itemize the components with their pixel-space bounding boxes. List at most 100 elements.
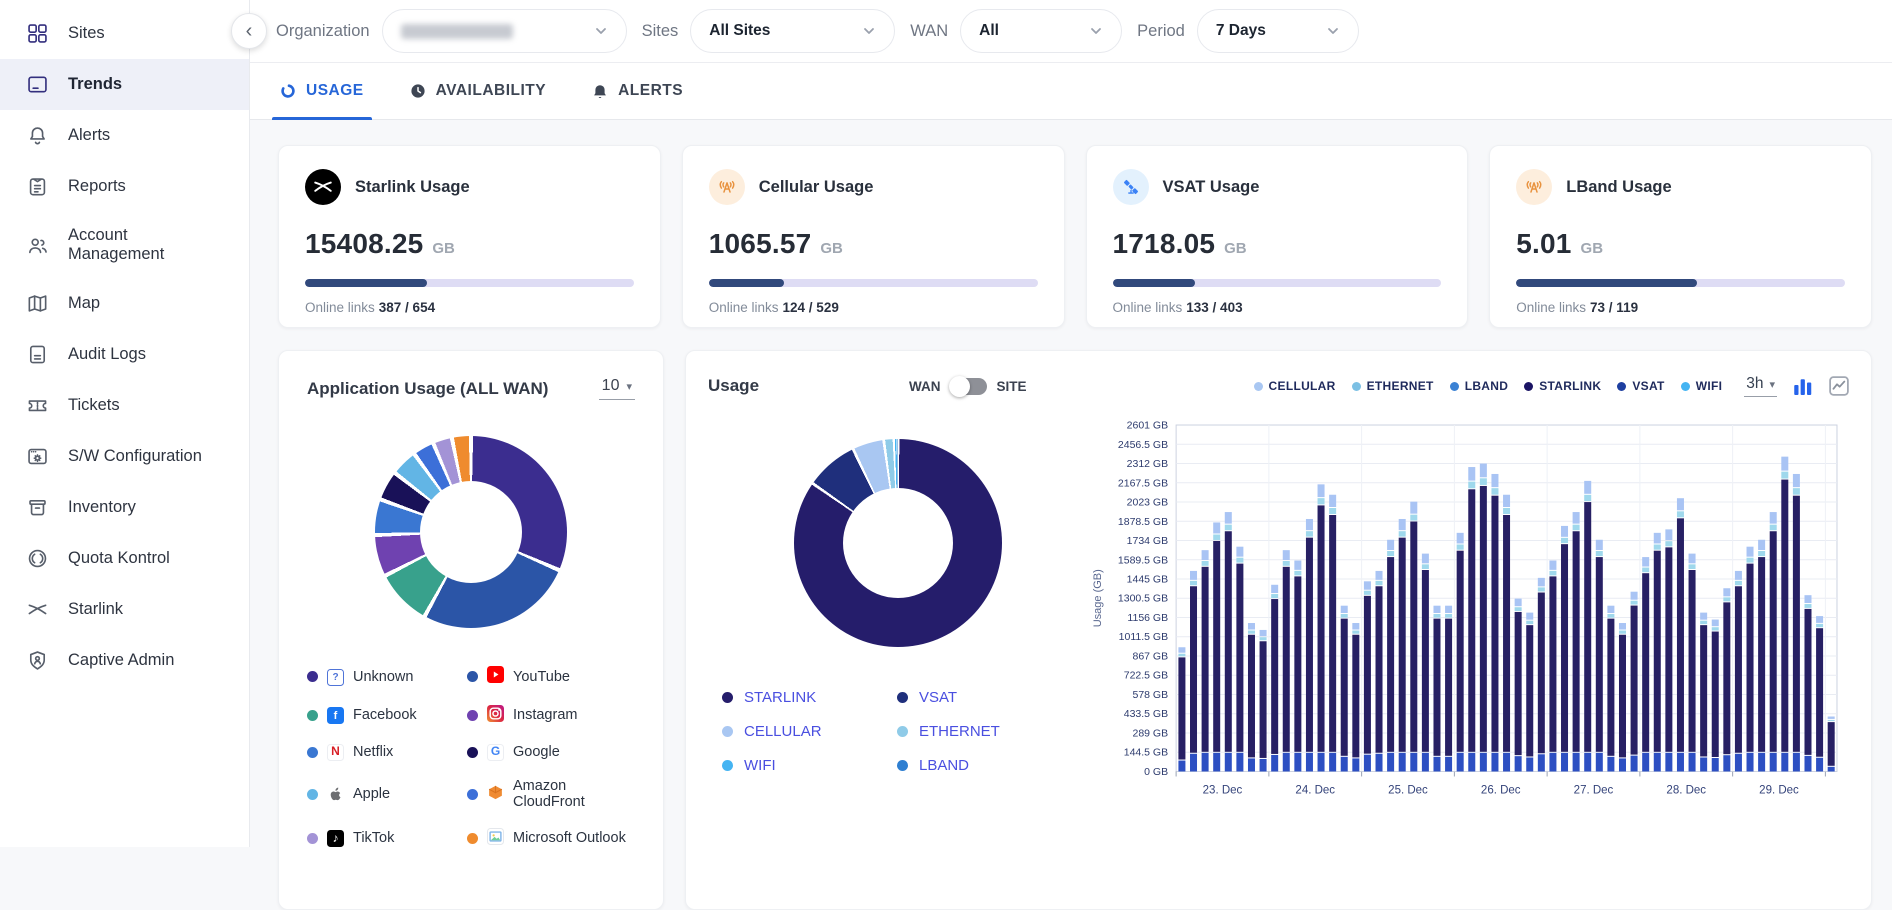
chart-legend-item-ethernet[interactable]: ETHERNET: [1352, 379, 1434, 393]
sidebar-item-captive-admin[interactable]: Captive Admin: [0, 635, 249, 686]
sidebar-item-map[interactable]: Map: [0, 278, 249, 329]
stacked-bar[interactable]: [1213, 522, 1220, 771]
interval-select[interactable]: 3h ▾: [1744, 375, 1777, 397]
chart-legend-item-starlink[interactable]: STARLINK: [1524, 379, 1601, 393]
stacked-bar[interactable]: [1283, 550, 1290, 771]
stacked-bar[interactable]: [1596, 540, 1603, 772]
stacked-bar[interactable]: [1352, 623, 1359, 771]
sidebar-item-trends[interactable]: Trends: [0, 59, 249, 110]
stacked-bar[interactable]: [1549, 561, 1556, 772]
app-legend-item-microsoft-outlook[interactable]: Microsoft Outlook: [467, 828, 635, 849]
tab-availability[interactable]: AVAILABILITY: [410, 63, 546, 119]
stacked-bar[interactable]: [1538, 578, 1545, 772]
tab-alerts[interactable]: ALERTS: [592, 63, 683, 119]
stacked-bar[interactable]: [1387, 540, 1394, 772]
app-legend-item-netflix[interactable]: N Netflix: [307, 743, 457, 760]
stacked-bar[interactable]: [1341, 606, 1348, 772]
organization-select[interactable]: [382, 9, 627, 53]
usage-legend-item-ethernet[interactable]: ETHERNET: [897, 723, 1072, 740]
stacked-bar[interactable]: [1515, 599, 1522, 772]
stacked-bar[interactable]: [1190, 571, 1197, 772]
chart-legend-item-vsat[interactable]: VSAT: [1617, 379, 1664, 393]
wan-site-toggle[interactable]: WAN SITE: [909, 378, 1027, 395]
stacked-bar[interactable]: [1306, 519, 1313, 771]
stacked-bar[interactable]: [1294, 561, 1301, 772]
stacked-bar[interactable]: [1770, 512, 1777, 771]
line-chart-icon[interactable]: [1829, 376, 1849, 396]
stacked-bar[interactable]: [1619, 623, 1626, 771]
stacked-bar[interactable]: [1642, 557, 1649, 771]
sidebar-item-account-management[interactable]: Account Management: [0, 212, 249, 278]
stacked-bar[interactable]: [1793, 474, 1800, 772]
stacked-bar[interactable]: [1236, 547, 1243, 772]
chart-legend-item-lband[interactable]: LBAND: [1450, 379, 1509, 393]
app-legend-item-apple[interactable]: Apple: [307, 778, 457, 811]
period-select[interactable]: 7 Days: [1197, 9, 1359, 53]
sidebar-item-reports[interactable]: Reports: [0, 161, 249, 212]
stacked-bar[interactable]: [1422, 554, 1429, 772]
stacked-bar[interactable]: [1723, 588, 1730, 771]
stacked-bar[interactable]: [1700, 613, 1707, 772]
stacked-bar[interactable]: [1526, 613, 1533, 772]
stacked-bar[interactable]: [1433, 606, 1440, 772]
stacked-bar[interactable]: [1468, 467, 1475, 771]
stacked-bar[interactable]: [1329, 495, 1336, 772]
sites-select[interactable]: All Sites: [690, 9, 895, 53]
app-count-select[interactable]: 10 ▾: [599, 377, 635, 400]
sidebar-item-alerts[interactable]: Alerts: [0, 110, 249, 161]
usage-legend-item-vsat[interactable]: VSAT: [897, 689, 1072, 706]
app-legend-item-facebook[interactable]: f Facebook: [307, 705, 457, 727]
sidebar-item-inventory[interactable]: Inventory: [0, 482, 249, 533]
stacked-bar[interactable]: [1376, 571, 1383, 772]
stacked-bar[interactable]: [1689, 554, 1696, 772]
stacked-bar[interactable]: [1364, 581, 1371, 771]
stacked-bar[interactable]: [1677, 498, 1684, 771]
stacked-bar[interactable]: [1584, 481, 1591, 772]
stacked-bar[interactable]: [1260, 630, 1267, 772]
stacked-bar[interactable]: [1445, 606, 1452, 772]
sidebar-collapse-button[interactable]: ‹: [231, 13, 267, 49]
stacked-bar[interactable]: [1816, 616, 1823, 771]
sidebar-item-sites[interactable]: Sites: [0, 8, 249, 59]
stacked-bar[interactable]: [1735, 571, 1742, 772]
sidebar-item-tickets[interactable]: Tickets: [0, 380, 249, 431]
stacked-bar[interactable]: [1804, 595, 1811, 771]
stacked-bar[interactable]: [1248, 623, 1255, 771]
stacked-bar[interactable]: [1781, 457, 1788, 772]
app-legend-item-youtube[interactable]: YouTube: [467, 666, 635, 688]
stacked-bar[interactable]: [1607, 606, 1614, 772]
sidebar-item-audit-logs[interactable]: Audit Logs: [0, 329, 249, 380]
stacked-bar[interactable]: [1480, 464, 1487, 772]
stacked-bar[interactable]: [1747, 547, 1754, 772]
stacked-bar[interactable]: [1457, 533, 1464, 772]
usage-legend-item-lband[interactable]: LBAND: [897, 757, 1072, 774]
stacked-bar[interactable]: [1712, 620, 1719, 772]
app-legend-item-unknown[interactable]: ? Unknown: [307, 666, 457, 688]
app-legend-item-google[interactable]: G Google: [467, 743, 635, 760]
stacked-bar[interactable]: [1178, 647, 1185, 771]
sidebar-item-quota-kontrol[interactable]: Quota Kontrol: [0, 533, 249, 584]
usage-legend-item-starlink[interactable]: STARLINK: [722, 689, 897, 706]
wan-select[interactable]: All: [960, 9, 1122, 53]
app-legend-item-instagram[interactable]: Instagram: [467, 705, 635, 727]
sidebar-item-s-w-configuration[interactable]: S/W Configuration: [0, 431, 249, 482]
toggle-switch[interactable]: [951, 378, 987, 395]
stacked-bar[interactable]: [1561, 526, 1568, 772]
bar-chart-icon[interactable]: [1793, 376, 1813, 396]
stacked-bar[interactable]: [1271, 585, 1278, 772]
stacked-bar[interactable]: [1491, 474, 1498, 772]
stacked-bar[interactable]: [1202, 550, 1209, 771]
chart-legend-item-wifi[interactable]: WIFI: [1681, 379, 1723, 393]
stacked-bar[interactable]: [1318, 484, 1325, 771]
sidebar-item-starlink[interactable]: Starlink: [0, 584, 249, 635]
usage-legend-item-wifi[interactable]: WIFI: [722, 757, 897, 774]
app-legend-item-tiktok[interactable]: ♪ TikTok: [307, 828, 457, 849]
stacked-bar[interactable]: [1828, 717, 1835, 772]
stacked-bar[interactable]: [1758, 540, 1765, 772]
stacked-bar[interactable]: [1573, 512, 1580, 771]
stacked-bar[interactable]: [1631, 592, 1638, 772]
stacked-bar[interactable]: [1410, 502, 1417, 772]
tab-usage[interactable]: USAGE: [280, 63, 364, 119]
usage-legend-item-cellular[interactable]: CELLULAR: [722, 723, 897, 740]
stacked-bar[interactable]: [1399, 519, 1406, 771]
